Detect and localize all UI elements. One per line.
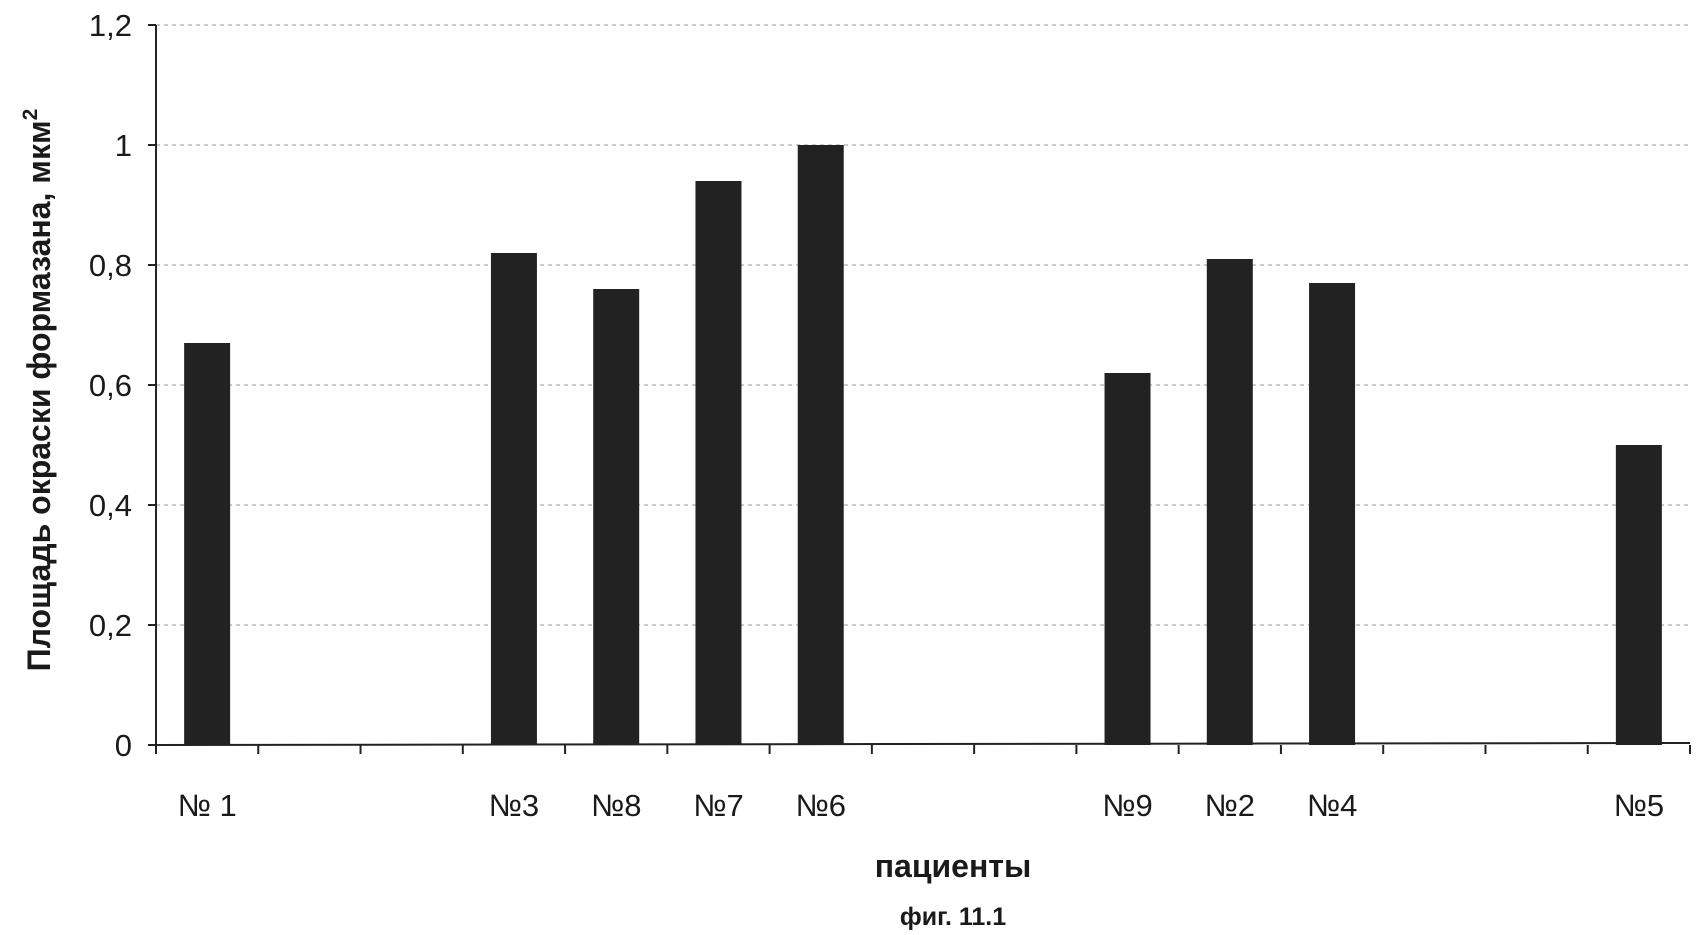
category-label: №6 [795, 788, 846, 823]
bar [695, 181, 741, 745]
bar [1207, 259, 1253, 745]
category-label: №3 [489, 788, 540, 823]
bar [1616, 445, 1662, 745]
y-tick-label: 0,2 [89, 608, 132, 643]
y-tick-label: 1,2 [89, 8, 132, 43]
y-axis-title-text: Площадь окраски формазана, мкм [21, 120, 57, 671]
y-tick-label: 0,8 [89, 248, 132, 283]
gridlines [156, 25, 1690, 625]
category-label: №4 [1307, 788, 1358, 823]
bar [798, 145, 844, 745]
y-tick-label: 0,6 [89, 368, 132, 403]
x-ticks [156, 745, 1690, 754]
y-tick-label: 0 [115, 728, 132, 763]
category-label: №5 [1614, 788, 1665, 823]
bar [593, 289, 639, 745]
bar [1309, 283, 1355, 745]
y-ticks: 0 0,2 0,4 0,6 0,8 1 1,2 [89, 8, 156, 763]
y-tick-label: 0,4 [89, 488, 132, 523]
bar [1105, 373, 1151, 745]
category-label: №7 [693, 788, 744, 823]
y-axis-title: Площадь окраски формазана, мкм2 [19, 109, 57, 672]
y-tick-label: 1 [115, 128, 132, 163]
y-axis-title-superscript: 2 [19, 109, 42, 121]
category-label: № 1 [178, 788, 237, 823]
category-label: №8 [591, 788, 642, 823]
axes [156, 25, 1690, 745]
category-label: №9 [1102, 788, 1153, 823]
x-axis-line [156, 743, 1690, 745]
figure-caption: фиг. 11.1 [900, 903, 1006, 931]
bars [184, 145, 1662, 745]
x-axis-title: пациенты [875, 848, 1032, 884]
bar [491, 253, 537, 745]
category-labels: № 1 №3 №8 №7 №6 №9 №2 №4 №5 [178, 788, 1665, 823]
bar [184, 343, 230, 745]
category-label: №2 [1205, 788, 1256, 823]
